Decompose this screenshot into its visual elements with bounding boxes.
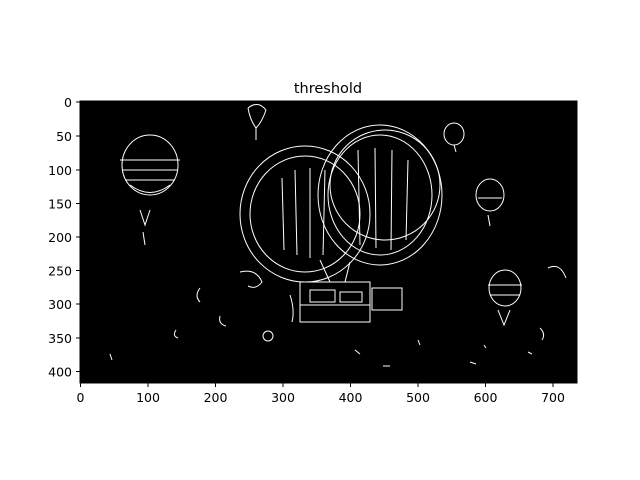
edge-line [483, 344, 487, 349]
edge-line [453, 144, 457, 153]
axes-frame [79, 100, 578, 384]
edge-arc [196, 287, 201, 303]
edge-ring [327, 134, 433, 256]
edge-balloon-left [120, 134, 180, 246]
edge-balloon-top [247, 104, 267, 140]
threshold-image [80, 101, 577, 383]
y-tick-label: 300 [48, 297, 72, 312]
y-tick-label: 400 [48, 365, 72, 380]
x-tick-label: 600 [474, 390, 498, 405]
x-tick-label: 0 [77, 390, 85, 405]
edge-ring [317, 124, 443, 266]
x-tick-label: 700 [541, 390, 565, 405]
y-tick-label: 0 [64, 95, 72, 110]
y-tick-label: 100 [48, 163, 72, 178]
edge-arc [173, 329, 179, 339]
edge-ring [249, 155, 361, 273]
x-tick-label: 300 [271, 390, 295, 405]
y-tick-label: 350 [48, 331, 72, 346]
x-tick-label: 100 [136, 390, 160, 405]
edge-balloon-right-lower [488, 269, 522, 327]
x-tick-label: 400 [339, 390, 363, 405]
edge-line [354, 349, 361, 355]
edge-line [527, 351, 533, 355]
edge-arc [539, 327, 545, 341]
figure-title: threshold [294, 81, 362, 97]
edge-line [469, 361, 477, 365]
edge-basket-cluster [289, 259, 403, 323]
x-tick-label: 500 [406, 390, 430, 405]
image-background [80, 101, 577, 383]
x-tick-label: 200 [204, 390, 228, 405]
y-tick-label: 200 [48, 230, 72, 245]
edge-line [417, 339, 421, 346]
edge-arc [219, 315, 227, 327]
edge-ring [329, 129, 441, 241]
edge-arc [239, 270, 263, 288]
x-axis: 0 100 200 300 400 500 600 700 [77, 383, 565, 405]
edge-circle [262, 330, 274, 342]
edge-arc [547, 265, 567, 279]
edge-line [109, 353, 113, 361]
edge-balloon-right-upper [475, 178, 505, 227]
edge-stripes [281, 147, 409, 258]
y-tick-label: 250 [48, 264, 72, 279]
y-axis: 0 50 100 150 200 250 300 350 400 [48, 95, 80, 380]
y-tick-label: 50 [56, 129, 72, 144]
y-tick-label: 150 [48, 197, 72, 212]
